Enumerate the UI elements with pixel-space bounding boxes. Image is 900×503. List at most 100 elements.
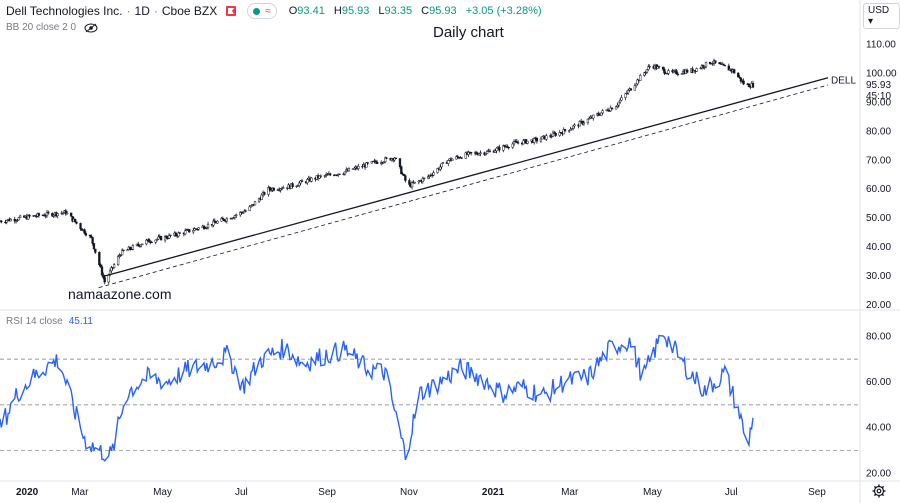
chart-title: Daily chart xyxy=(433,24,504,41)
price-candle-body xyxy=(347,168,351,172)
price-candle-body xyxy=(624,93,627,98)
currency-selector[interactable]: USD ▾ xyxy=(863,3,900,29)
price-candle-body xyxy=(75,221,78,224)
price-candle-body xyxy=(545,135,548,140)
price-candle-body xyxy=(177,232,180,237)
price-candle-body xyxy=(384,157,387,163)
chart-header: Dell Technologies Inc. · 1D · Cboe BZX ≈… xyxy=(6,2,548,20)
price-candle-body xyxy=(157,236,160,240)
price-candle-body xyxy=(723,64,726,67)
price-candle-body xyxy=(192,230,195,233)
header-separator: · xyxy=(126,4,131,18)
price-candle-body xyxy=(421,178,424,183)
price-candle-body xyxy=(28,214,31,217)
price-candle-body xyxy=(244,210,247,212)
price-candle-body xyxy=(216,220,219,224)
price-candle-body xyxy=(342,173,345,175)
eye-off-icon[interactable] xyxy=(84,23,98,33)
price-candle-body xyxy=(703,66,706,68)
price-candle-body xyxy=(343,171,347,175)
price-candle-body xyxy=(112,264,116,268)
price-candle-body xyxy=(636,79,639,85)
price-candle-body xyxy=(91,237,94,244)
price-candle-body xyxy=(479,152,482,154)
last-price-label: 95.93 xyxy=(866,80,891,91)
price-candle-body xyxy=(119,254,122,256)
symbol-name[interactable]: Dell Technologies Inc. xyxy=(6,4,123,18)
price-candle-body xyxy=(365,162,368,168)
interval-label[interactable]: 1D xyxy=(134,4,150,18)
price-candle-body xyxy=(268,187,271,190)
price-candle-body xyxy=(747,83,751,88)
price-tick-label: 60.00 xyxy=(866,184,891,195)
price-candle-body xyxy=(141,243,144,246)
price-candle-body xyxy=(17,217,20,221)
price-candle-body xyxy=(212,220,215,226)
price-candle-body xyxy=(733,69,736,74)
rsi-label: RSI 14 close xyxy=(6,316,63,327)
price-candle-body xyxy=(310,177,313,182)
time-tick-label: Nov xyxy=(400,487,418,498)
price-candle-body xyxy=(231,217,234,220)
pill-symbol: ≈ xyxy=(265,5,271,17)
price-tick-label: 70.00 xyxy=(866,155,891,166)
gear-icon[interactable] xyxy=(872,484,886,498)
price-candle-body xyxy=(455,156,458,160)
trendline-label: DELL xyxy=(831,76,856,87)
price-candle-body xyxy=(16,219,19,221)
price-candle-body xyxy=(92,243,96,250)
price-candle-body xyxy=(661,66,665,70)
price-candle-body xyxy=(562,129,565,135)
price-candle-body xyxy=(507,147,510,149)
price-candle-body xyxy=(249,205,253,208)
price-candle-body xyxy=(154,239,157,243)
price-candle-body xyxy=(220,218,223,222)
price-candle-body xyxy=(633,85,637,91)
price-candle-body xyxy=(44,215,47,217)
price-candle-body xyxy=(722,63,725,66)
price-candle-body xyxy=(98,252,101,266)
rsi-legend[interactable]: RSI 14 close 45.11 xyxy=(6,316,93,327)
price-candle-body xyxy=(33,215,37,217)
price-candle-body xyxy=(512,141,516,145)
price-candle-body xyxy=(206,223,210,228)
market-status-pill[interactable]: ≈ xyxy=(247,3,277,19)
countdown-label: 45:10 xyxy=(866,91,891,102)
high-key: H xyxy=(333,5,342,17)
price-candle-body xyxy=(318,175,321,179)
price-tick-label: 90.00 xyxy=(866,97,891,108)
open-key: O xyxy=(288,5,298,17)
time-tick-label: 2021 xyxy=(482,487,505,498)
low-value: 93.35 xyxy=(384,5,413,17)
price-candle-body xyxy=(422,177,426,179)
price-candle-body xyxy=(122,249,125,252)
support-trendline-dashed xyxy=(98,84,829,289)
bb-indicator-legend[interactable]: BB 20 close 2 0 xyxy=(6,22,98,33)
price-candle-body xyxy=(582,122,586,125)
price-candle-body xyxy=(174,232,177,236)
open-value: 93.41 xyxy=(297,5,325,17)
price-candle-body xyxy=(45,212,49,216)
flag-icon[interactable] xyxy=(225,5,237,17)
price-candle-body xyxy=(645,69,649,73)
price-candle-body xyxy=(197,227,200,230)
price-candle-body xyxy=(79,223,82,229)
price-candle-body xyxy=(110,267,113,272)
price-candle-body xyxy=(280,188,284,190)
price-candle-body xyxy=(90,235,93,238)
price-candle-body xyxy=(711,63,714,65)
price-tick-label: 80.00 xyxy=(866,126,891,137)
price-candle-body xyxy=(410,182,414,188)
price-candle-body xyxy=(592,114,595,119)
price-candle-body xyxy=(56,213,59,216)
time-tick-label: Mar xyxy=(561,487,579,498)
price-candle-body xyxy=(567,130,571,132)
price-candle-body xyxy=(586,118,590,124)
price-candle-body xyxy=(221,218,224,220)
time-tick-label: Sep xyxy=(808,487,826,498)
price-candle-body xyxy=(155,238,159,241)
price-candle-body xyxy=(116,256,120,265)
price-candle-body xyxy=(323,175,326,177)
price-candle-body xyxy=(467,151,470,155)
